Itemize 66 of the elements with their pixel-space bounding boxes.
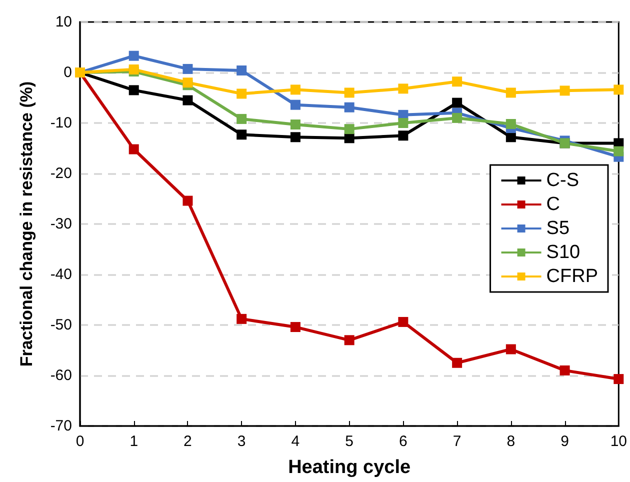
point [398, 84, 408, 94]
x-tick-label: 1 [130, 433, 138, 450]
point [560, 86, 570, 96]
x-tick-label: 5 [345, 433, 354, 450]
x-tick-label: 10 [610, 433, 627, 450]
point [182, 78, 193, 88]
point [236, 314, 247, 324]
point [506, 344, 516, 354]
point [344, 88, 354, 98]
point [236, 65, 247, 76]
point [560, 365, 570, 376]
x-tick-label: 4 [291, 433, 300, 450]
point [452, 76, 462, 87]
x-tick-label: 0 [76, 433, 84, 450]
point [398, 316, 408, 327]
point [236, 114, 247, 124]
point [182, 95, 193, 106]
y-tick-label: -60 [50, 367, 72, 384]
legend-label: C-S [546, 170, 580, 191]
point [506, 119, 516, 130]
point [182, 64, 193, 74]
point [128, 144, 139, 154]
point [344, 133, 354, 144]
x-tick-label: 3 [237, 433, 246, 450]
legend-label: C [546, 194, 560, 215]
point [452, 98, 462, 108]
point [128, 50, 139, 61]
point [344, 102, 354, 112]
point [236, 130, 247, 140]
y-tick-label: -70 [50, 418, 72, 434]
x-axis-title: Heating cycle [288, 457, 411, 478]
legend-label: CFRP [546, 266, 598, 287]
y-tick-label: 0 [64, 64, 72, 81]
point [506, 132, 516, 142]
point [290, 132, 300, 142]
point [236, 88, 247, 99]
legend-label: S5 [546, 218, 570, 239]
point [344, 124, 354, 134]
point [290, 100, 300, 110]
point [452, 358, 462, 368]
point [614, 146, 624, 156]
point [614, 374, 624, 384]
x-tick-label: 6 [399, 433, 408, 450]
point [452, 112, 462, 123]
x-tick-label: 9 [560, 433, 569, 450]
x-tick-label: 8 [506, 433, 516, 450]
y-tick-label: -20 [50, 165, 72, 182]
point [398, 118, 408, 128]
point [290, 120, 300, 130]
point [398, 130, 408, 141]
point [344, 335, 354, 346]
x-tick-label: 2 [184, 433, 192, 450]
y-axis-title: Fractional change in resistance (%) [17, 81, 36, 367]
y-tick-label: -10 [50, 114, 72, 132]
y-tick-label: -30 [50, 216, 72, 232]
y-tick-label: -50 [50, 316, 72, 334]
point [506, 88, 516, 98]
x-tick-label: 7 [452, 433, 462, 450]
point [614, 84, 624, 95]
point [128, 85, 139, 96]
legend-label: S10 [546, 242, 580, 263]
point [290, 84, 300, 95]
point [182, 196, 193, 206]
y-tick-label: -40 [50, 266, 72, 283]
y-tick-label: 10 [55, 14, 72, 30]
point [290, 322, 300, 332]
